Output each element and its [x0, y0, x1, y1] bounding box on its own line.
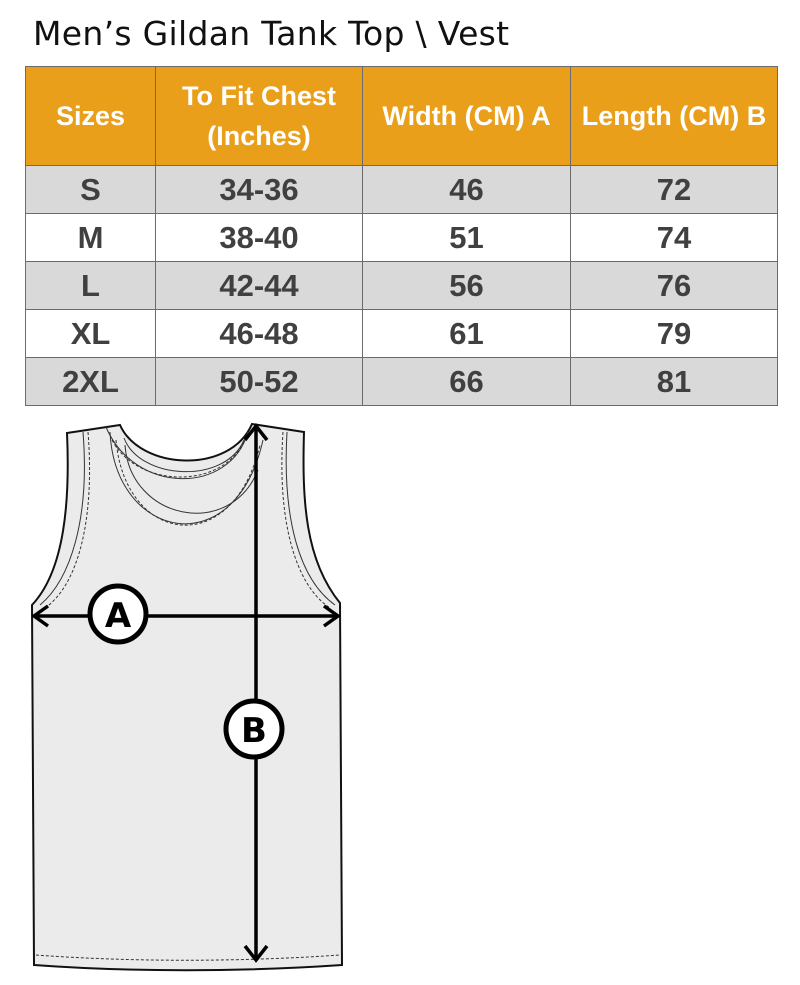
cell-length: 76	[570, 261, 778, 310]
cell-width: 56	[362, 261, 571, 310]
page-title: Men’s Gildan Tank Top \ Vest	[33, 14, 510, 53]
label-b-marker: B	[223, 698, 285, 760]
header-length: Length (CM) B	[570, 66, 778, 166]
table-row: L 42-44 56 76	[25, 261, 778, 310]
cell-length: 79	[570, 309, 778, 358]
cell-size: XL	[25, 309, 156, 358]
header-width: Width (CM) A	[362, 66, 571, 166]
label-a: A	[105, 596, 132, 636]
cell-chest: 34-36	[155, 165, 363, 214]
label-a-marker: A	[87, 583, 149, 645]
cell-chest: 46-48	[155, 309, 363, 358]
tank-top-stitching	[35, 431, 341, 961]
table-row: S 34-36 46 72	[25, 165, 778, 214]
cell-length: 81	[570, 357, 778, 406]
cell-chest: 42-44	[155, 261, 363, 310]
table-row: M 38-40 51 74	[25, 213, 778, 262]
tank-top-outline	[30, 422, 344, 972]
table-header-row: Sizes To Fit Chest (Inches) Width (CM) A…	[25, 66, 778, 166]
header-sizes: Sizes	[25, 66, 156, 166]
cell-width: 51	[362, 213, 571, 262]
table-row: XL 46-48 61 79	[25, 309, 778, 358]
length-measure-arrow	[243, 423, 269, 963]
cell-width: 66	[362, 357, 571, 406]
width-measure-arrow	[30, 604, 342, 628]
label-b: B	[241, 711, 267, 751]
cell-length: 74	[570, 213, 778, 262]
table-row: 2XL 50-52 66 81	[25, 357, 778, 406]
header-chest: To Fit Chest (Inches)	[155, 66, 363, 166]
cell-size: L	[25, 261, 156, 310]
cell-size: 2XL	[25, 357, 156, 406]
cell-length: 72	[570, 165, 778, 214]
tank-top-seams	[39, 426, 336, 606]
size-chart-table: Sizes To Fit Chest (Inches) Width (CM) A…	[25, 66, 778, 406]
tank-top-diagram: A B	[30, 422, 344, 972]
cell-chest: 50-52	[155, 357, 363, 406]
cell-size: M	[25, 213, 156, 262]
cell-width: 46	[362, 165, 571, 214]
cell-chest: 38-40	[155, 213, 363, 262]
cell-size: S	[25, 165, 156, 214]
cell-width: 61	[362, 309, 571, 358]
